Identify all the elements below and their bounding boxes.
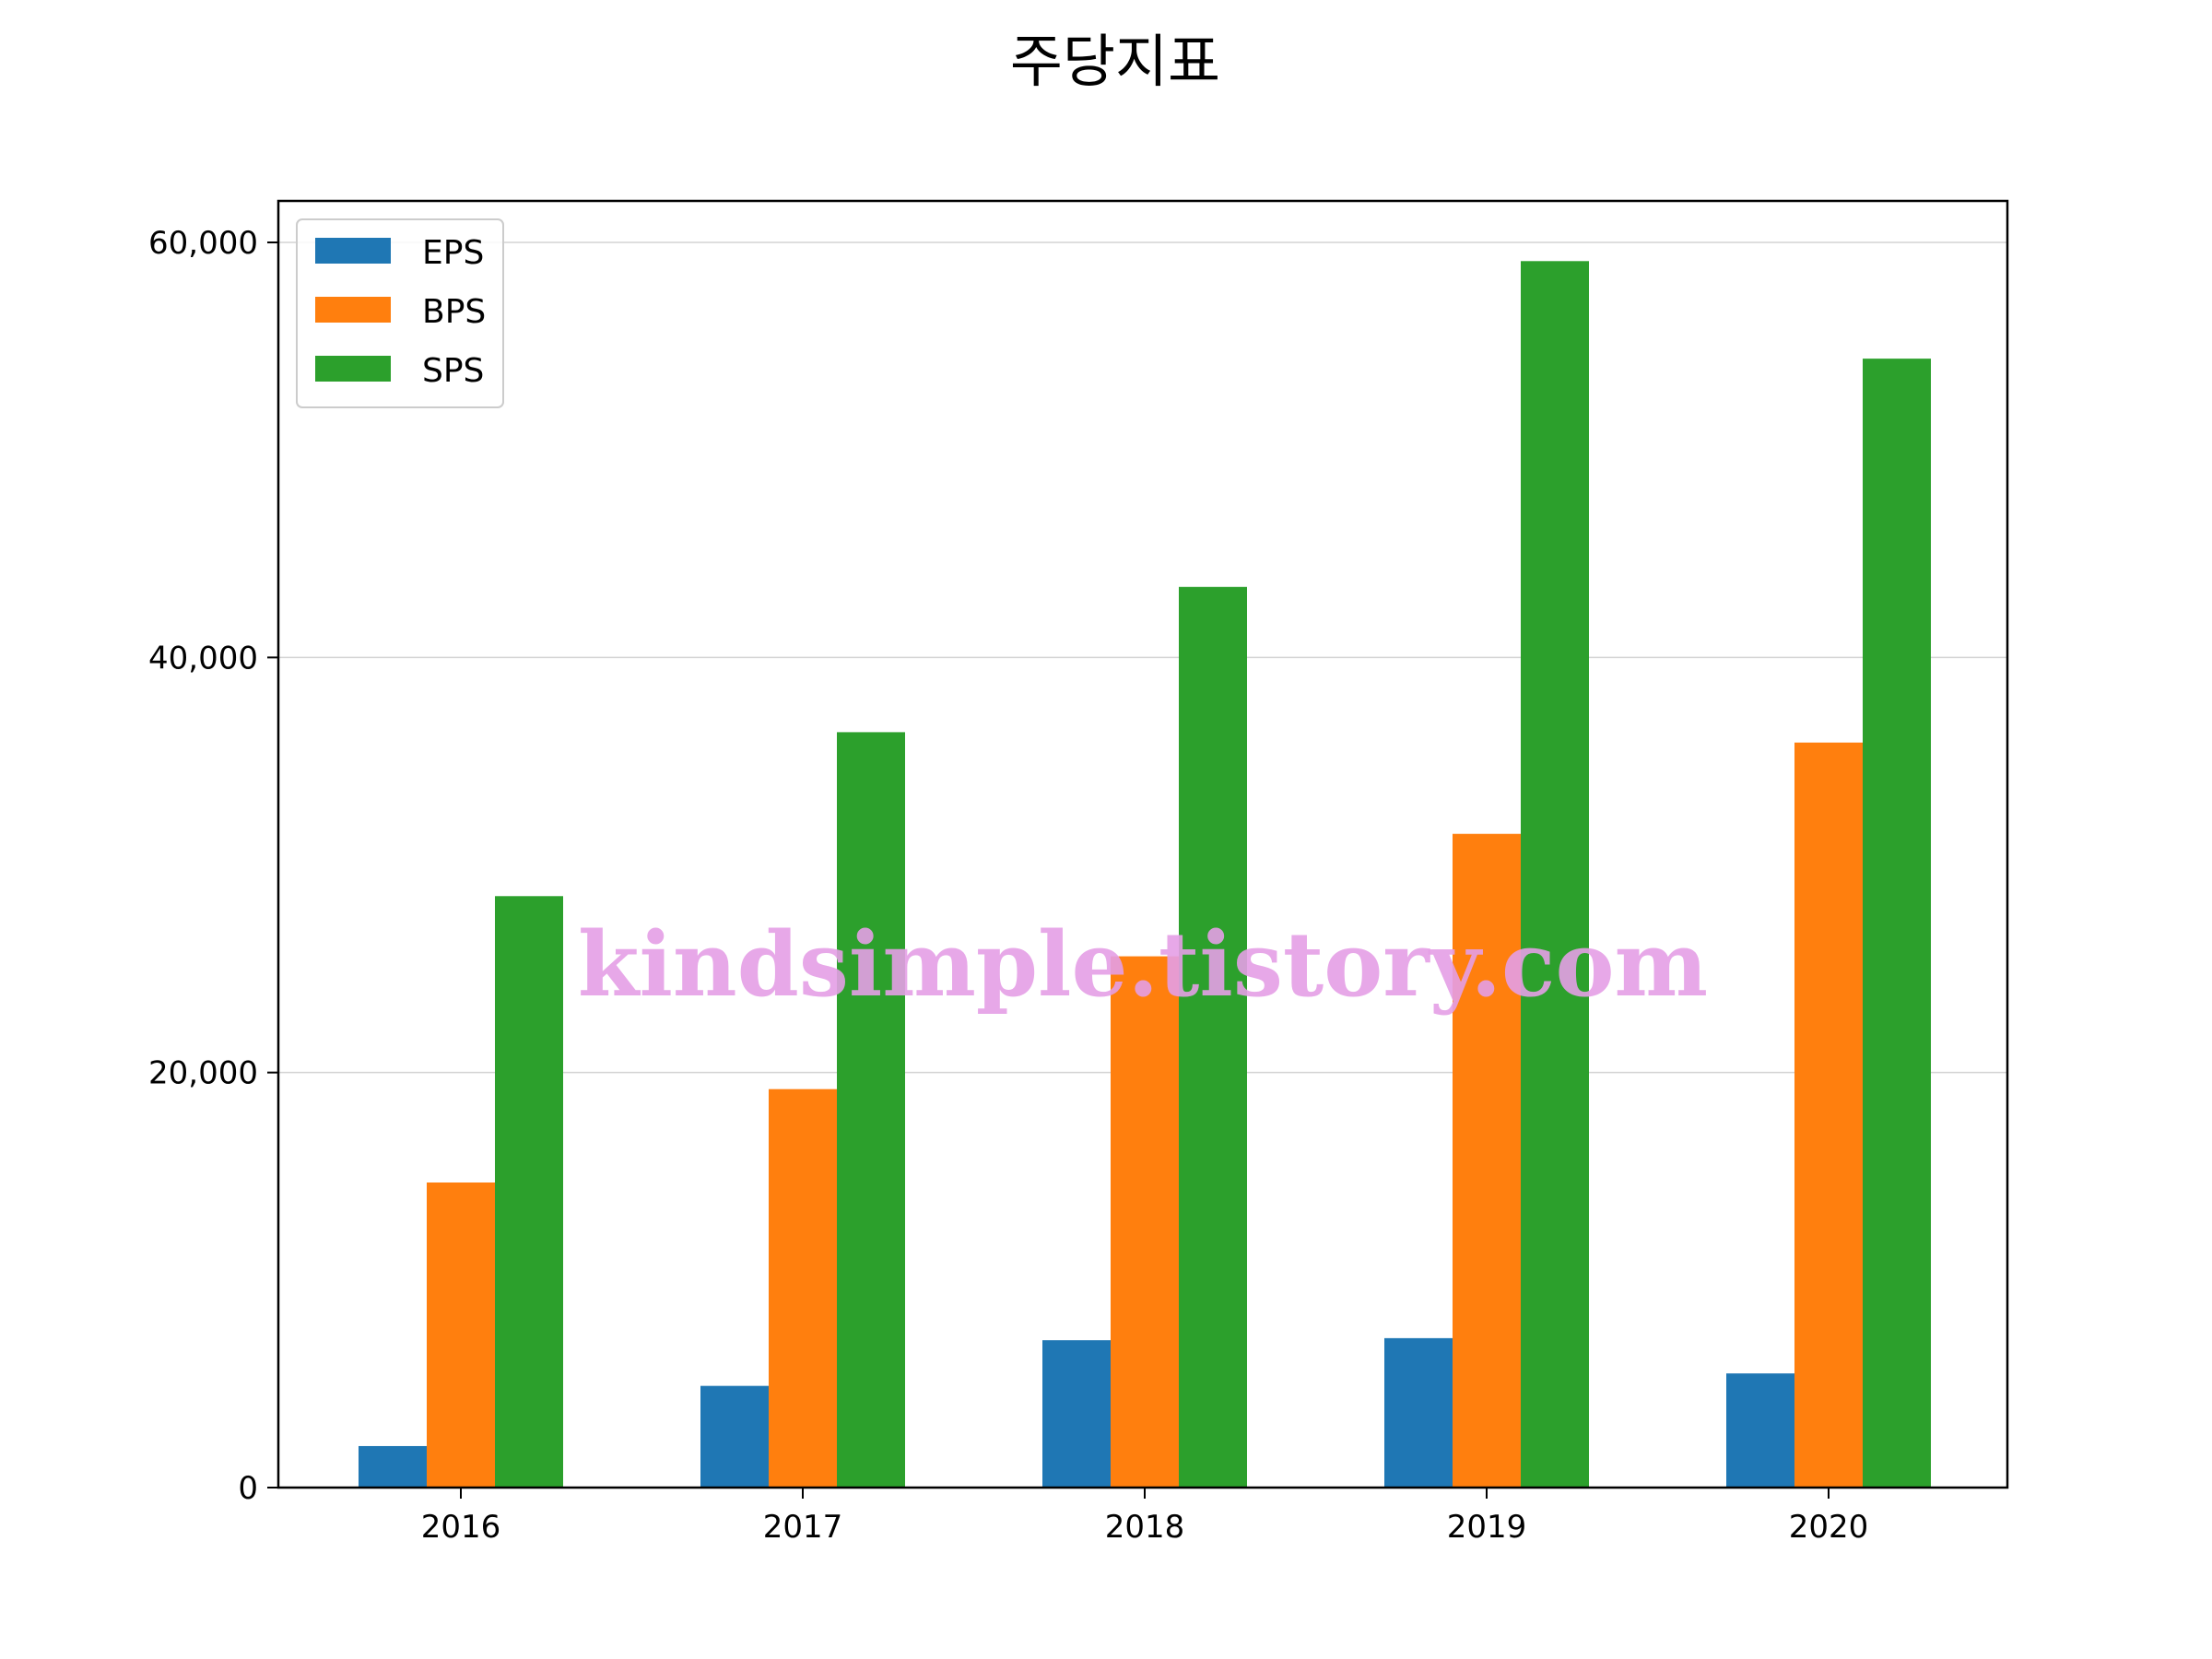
x-tick-label: 2018 xyxy=(1105,1509,1185,1546)
y-tick-label: 0 xyxy=(238,1470,258,1507)
y-tick-label: 20,000 xyxy=(148,1055,258,1092)
bar-bps-2020 xyxy=(1794,742,1863,1488)
bar-eps-2016 xyxy=(359,1445,427,1488)
bar-sps-2016 xyxy=(495,896,563,1488)
bar-eps-2018 xyxy=(1042,1340,1111,1488)
bar-sps-2019 xyxy=(1521,261,1589,1488)
bar-bps-2018 xyxy=(1111,956,1179,1488)
x-tick-label: 2019 xyxy=(1447,1509,1527,1546)
y-tick-label: 40,000 xyxy=(148,640,258,677)
axes: 0 20,000 40,000 60,000 2016 2017 2018 2019 2020 xyxy=(148,199,2009,1546)
bar-eps-2019 xyxy=(1384,1337,1453,1488)
legend: EPS BPS SPS xyxy=(296,218,504,408)
bar-bps-2019 xyxy=(1453,833,1521,1488)
x-tick-label: 2017 xyxy=(763,1509,843,1546)
legend-swatch-sps xyxy=(315,356,391,382)
legend-label-sps: SPS xyxy=(422,352,484,390)
bar-eps-2017 xyxy=(700,1385,769,1488)
legend-label-eps: EPS xyxy=(422,234,484,272)
bars xyxy=(359,261,1931,1488)
chart-title: 주당지표 xyxy=(1010,28,1220,95)
legend-swatch-bps xyxy=(315,297,391,323)
bar-eps-2020 xyxy=(1726,1373,1794,1488)
x-tick-label: 2020 xyxy=(1789,1509,1869,1546)
legend-swatch-eps xyxy=(315,238,391,264)
y-tick-label: 60,000 xyxy=(148,225,258,262)
bar-sps-2020 xyxy=(1863,359,1931,1488)
legend-label-bps: BPS xyxy=(422,293,486,331)
watermark-text: kindsimple.tistory.com xyxy=(578,912,1708,1017)
plot-frame xyxy=(276,199,2009,1489)
x-tick-label: 2016 xyxy=(421,1509,501,1546)
bar-bps-2016 xyxy=(427,1182,495,1488)
bar-sps-2018 xyxy=(1179,586,1247,1488)
bar-bps-2017 xyxy=(769,1088,837,1488)
bar-sps-2017 xyxy=(837,732,905,1488)
